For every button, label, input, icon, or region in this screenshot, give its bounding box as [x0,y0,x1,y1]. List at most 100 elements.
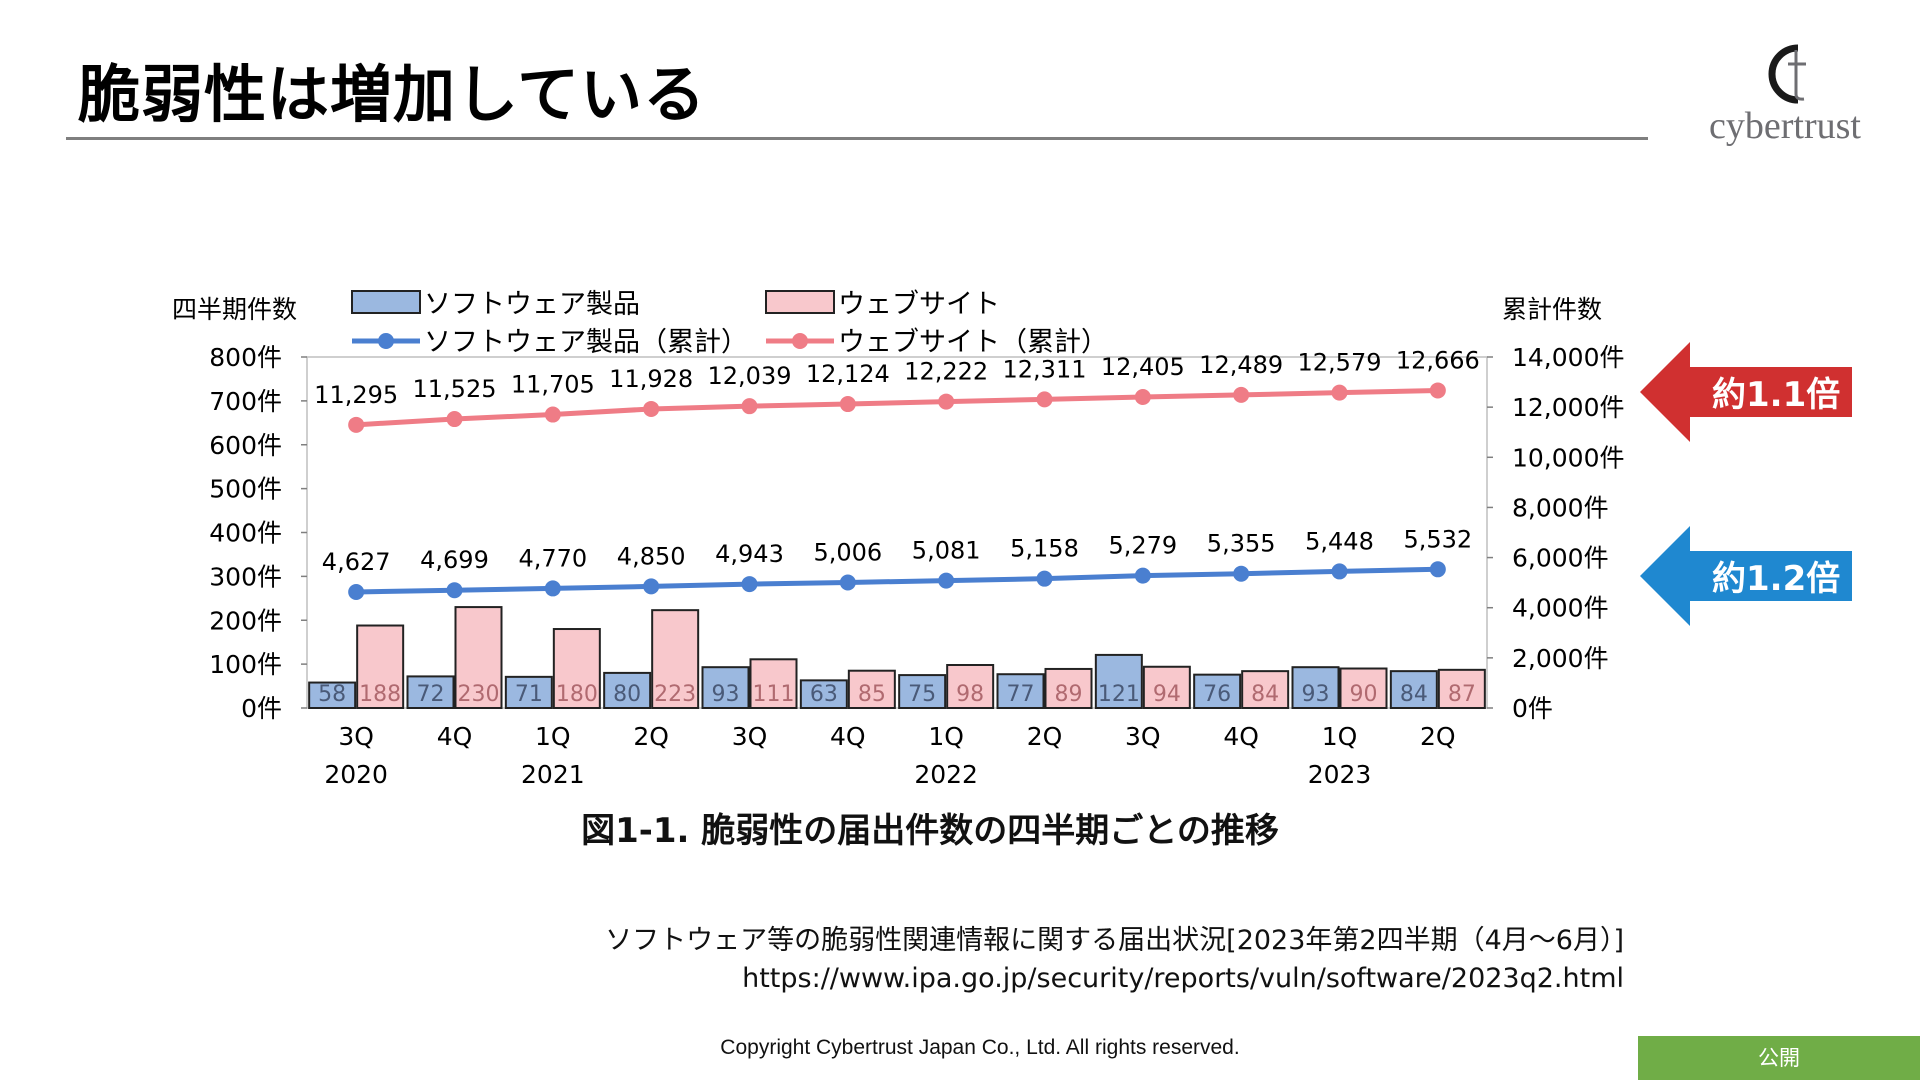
slide-title: 脆弱性は増加している [78,58,707,131]
point-software-cumulative [1331,563,1348,580]
x-axis-year-label: 2022 [914,760,978,789]
bar-website [552,628,601,710]
bar-software-label: 121 [1098,682,1140,707]
point-software-cumulative [544,580,561,597]
bar-website-label: 87 [1448,682,1476,707]
label-software-cumulative: 5,532 [1403,525,1472,553]
bar-website-label: 84 [1251,682,1279,707]
bar-website-label: 223 [654,682,696,707]
bar-software [1291,666,1340,709]
point-software-cumulative [1429,561,1446,578]
right-axis-tick-label: 0件 [1512,694,1553,723]
label-software-cumulative: 5,279 [1108,532,1177,560]
x-axis-year-label: 2020 [324,760,388,789]
bar-software-label: 93 [712,682,740,707]
bar-website-label: 111 [753,682,795,707]
point-website-cumulative [643,400,660,417]
left-axis-tick-label: 500件 [209,475,282,504]
source-title: ソフトウェア等の脆弱性関連情報に関する届出状況[2023年第2四半期（4月～6月… [605,925,1624,956]
bar-software-label: 71 [515,682,543,707]
label-software-cumulative: 4,850 [617,542,686,570]
left-axis-tick-label: 200件 [209,606,282,635]
point-website-cumulative [1036,391,1053,408]
callout-arrow-red-icon [1640,342,1852,442]
x-axis-category-label: 4Q [830,722,866,751]
bar-website [749,658,798,710]
label-website-cumulative: 12,124 [806,360,890,388]
callout-website-ratio: 約1.1倍 [1640,342,1852,442]
point-website-cumulative [348,416,365,433]
bar-website [651,609,700,709]
x-axis-category-label: 2Q [1027,722,1063,751]
bar-software [504,675,553,710]
public-badge: 公開 [1638,1036,1920,1080]
bar-software [799,679,848,710]
label-software-cumulative: 5,355 [1207,530,1276,558]
bar-website [1142,665,1191,710]
bar-software-label: 77 [1007,682,1035,707]
right-axis-tick-label: 4,000件 [1512,594,1609,623]
line-website-cumulative [356,387,1438,428]
bar-website-label: 188 [359,682,401,707]
source-citation: ソフトウェア等の脆弱性関連情報に関する届出状況[2023年第2四半期（4月～6月… [605,922,1624,998]
label-software-cumulative: 5,158 [1010,535,1079,563]
right-axis-tick-label: 14,000件 [1512,343,1624,372]
copyright: Copyright Cybertrust Japan Co., Ltd. All… [720,1036,1240,1059]
callout-software-label: 約1.2倍 [1712,559,1841,599]
label-website-cumulative: 12,311 [1003,355,1087,383]
chart-caption: 図1-1. 脆弱性の届出件数の四半期ごとの推移 [581,811,1279,851]
left-axis-tick-label: 600件 [209,431,282,460]
point-software-cumulative [643,578,660,595]
point-website-cumulative [1134,388,1151,405]
left-axis-title: 四半期件数 [172,295,297,324]
x-axis-category-label: 3Q [338,722,374,751]
bar-software-label: 75 [908,682,936,707]
bar-software [308,681,357,709]
label-website-cumulative: 12,039 [708,362,792,390]
point-software-cumulative [1233,565,1250,582]
x-axis-year-label: 2023 [1308,760,1372,789]
point-software-cumulative [839,574,856,591]
callout-website-label: 約1.1倍 [1712,375,1841,415]
line-software-cumulative [356,566,1438,595]
label-software-cumulative: 4,770 [518,544,587,572]
legend-swatch-bar [765,290,835,314]
x-axis-category-label: 2Q [633,722,669,751]
right-axis-tick-label: 8,000件 [1512,493,1609,522]
label-software-cumulative: 4,943 [715,540,784,568]
left-axis-tick-label: 700件 [209,387,282,416]
x-axis-category-label: 4Q [1223,722,1259,751]
label-website-cumulative: 12,579 [1298,349,1382,377]
bar-software [1094,653,1143,710]
bar-website [1437,668,1486,709]
x-axis-category-label: 3Q [732,722,768,751]
cybertrust-logo: cybertrust [1690,42,1880,152]
point-software-cumulative [1134,567,1151,584]
label-software-cumulative: 5,448 [1305,527,1374,555]
label-website-cumulative: 11,295 [314,381,398,409]
bar-website-label: 180 [556,682,598,707]
bar-software [701,666,750,709]
right-axis-tick-label: 12,000件 [1512,393,1624,422]
source-url[interactable]: https://www.ipa.go.jp/security/reports/v… [742,963,1624,994]
label-software-cumulative: 4,699 [420,546,489,574]
point-website-cumulative [938,393,955,410]
bar-website [1044,667,1093,709]
right-axis-tick-label: 10,000件 [1512,443,1624,472]
x-axis-year-label: 2021 [521,760,585,789]
legend-swatch-bar [351,290,421,314]
point-website-cumulative [446,411,463,428]
left-axis-tick-label: 0件 [241,694,282,723]
callout-software-ratio: 約1.2倍 [1640,526,1852,626]
bar-website [454,606,503,710]
bar-software-label: 80 [613,682,641,707]
bar-software [1193,673,1242,710]
point-website-cumulative [741,398,758,415]
legend-label: ウェブサイト [838,289,1000,320]
x-axis-category-label: 3Q [1125,722,1161,751]
bar-software-label: 84 [1400,682,1428,707]
label-software-cumulative: 5,081 [912,537,981,565]
bar-software [996,673,1045,709]
bar-software-label: 76 [1203,682,1231,707]
